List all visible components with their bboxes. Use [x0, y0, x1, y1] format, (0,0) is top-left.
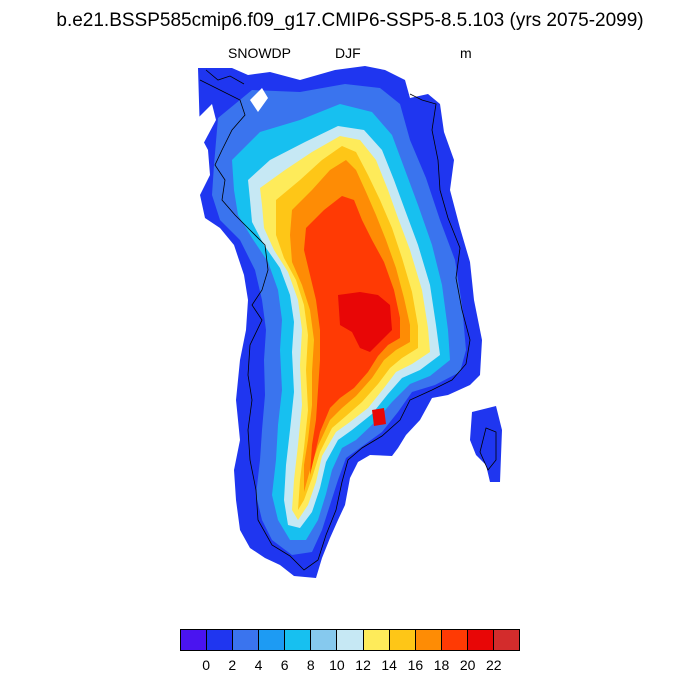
red-orange-core — [304, 196, 400, 475]
colorbar-box — [181, 630, 208, 650]
north-gap-1 — [250, 88, 268, 112]
colorbar-tick-label: 6 — [280, 657, 289, 673]
variable-label: SNOWDP — [228, 45, 291, 61]
colorbar-tick-label: 22 — [486, 657, 502, 673]
colorbar-box — [493, 630, 520, 650]
colorbar-tick-label: 16 — [407, 657, 424, 673]
coastline — [199, 69, 497, 571]
colorbar-tick-label: 20 — [459, 657, 476, 673]
colorbar-box — [415, 630, 442, 650]
colorbar-box — [363, 630, 390, 650]
colorbar-tick-label: 10 — [329, 657, 345, 673]
peak-spot — [372, 408, 386, 426]
units-label: m — [460, 45, 472, 61]
colorbar — [180, 629, 520, 651]
colorbar-box — [207, 630, 234, 650]
peak-core — [338, 292, 392, 352]
plot-title: b.e21.BSSP585cmip6.f09_g17.CMIP6-SSP5-8.… — [56, 10, 644, 31]
colorbar-box — [467, 630, 494, 650]
colorbar-box — [337, 630, 364, 650]
colorbar-box — [389, 630, 416, 650]
colorbar-tick-label: 2 — [228, 657, 237, 673]
east-fragment — [470, 406, 502, 482]
colorbar-box — [259, 630, 286, 650]
colorbar-box — [441, 630, 468, 650]
colorbar-box — [311, 630, 338, 650]
colorbar-tick-label: 18 — [433, 657, 450, 673]
greenland-field — [198, 66, 502, 578]
colorbar-tick-label: 12 — [355, 657, 371, 673]
season-label: DJF — [335, 45, 361, 61]
north-gap-2 — [198, 104, 216, 150]
colorbar-tick-label: 4 — [254, 657, 263, 673]
colorbar-labels: 0 2 4 6 8 10 12 14 16 18 20 22 — [0, 657, 700, 677]
colorbar-tick-label: 14 — [381, 657, 397, 673]
colorbar-tick-label: 0 — [202, 657, 211, 673]
colorbar-box — [285, 630, 312, 650]
colorbar-box — [233, 630, 260, 650]
colorbar-tick-label: 8 — [306, 657, 315, 673]
